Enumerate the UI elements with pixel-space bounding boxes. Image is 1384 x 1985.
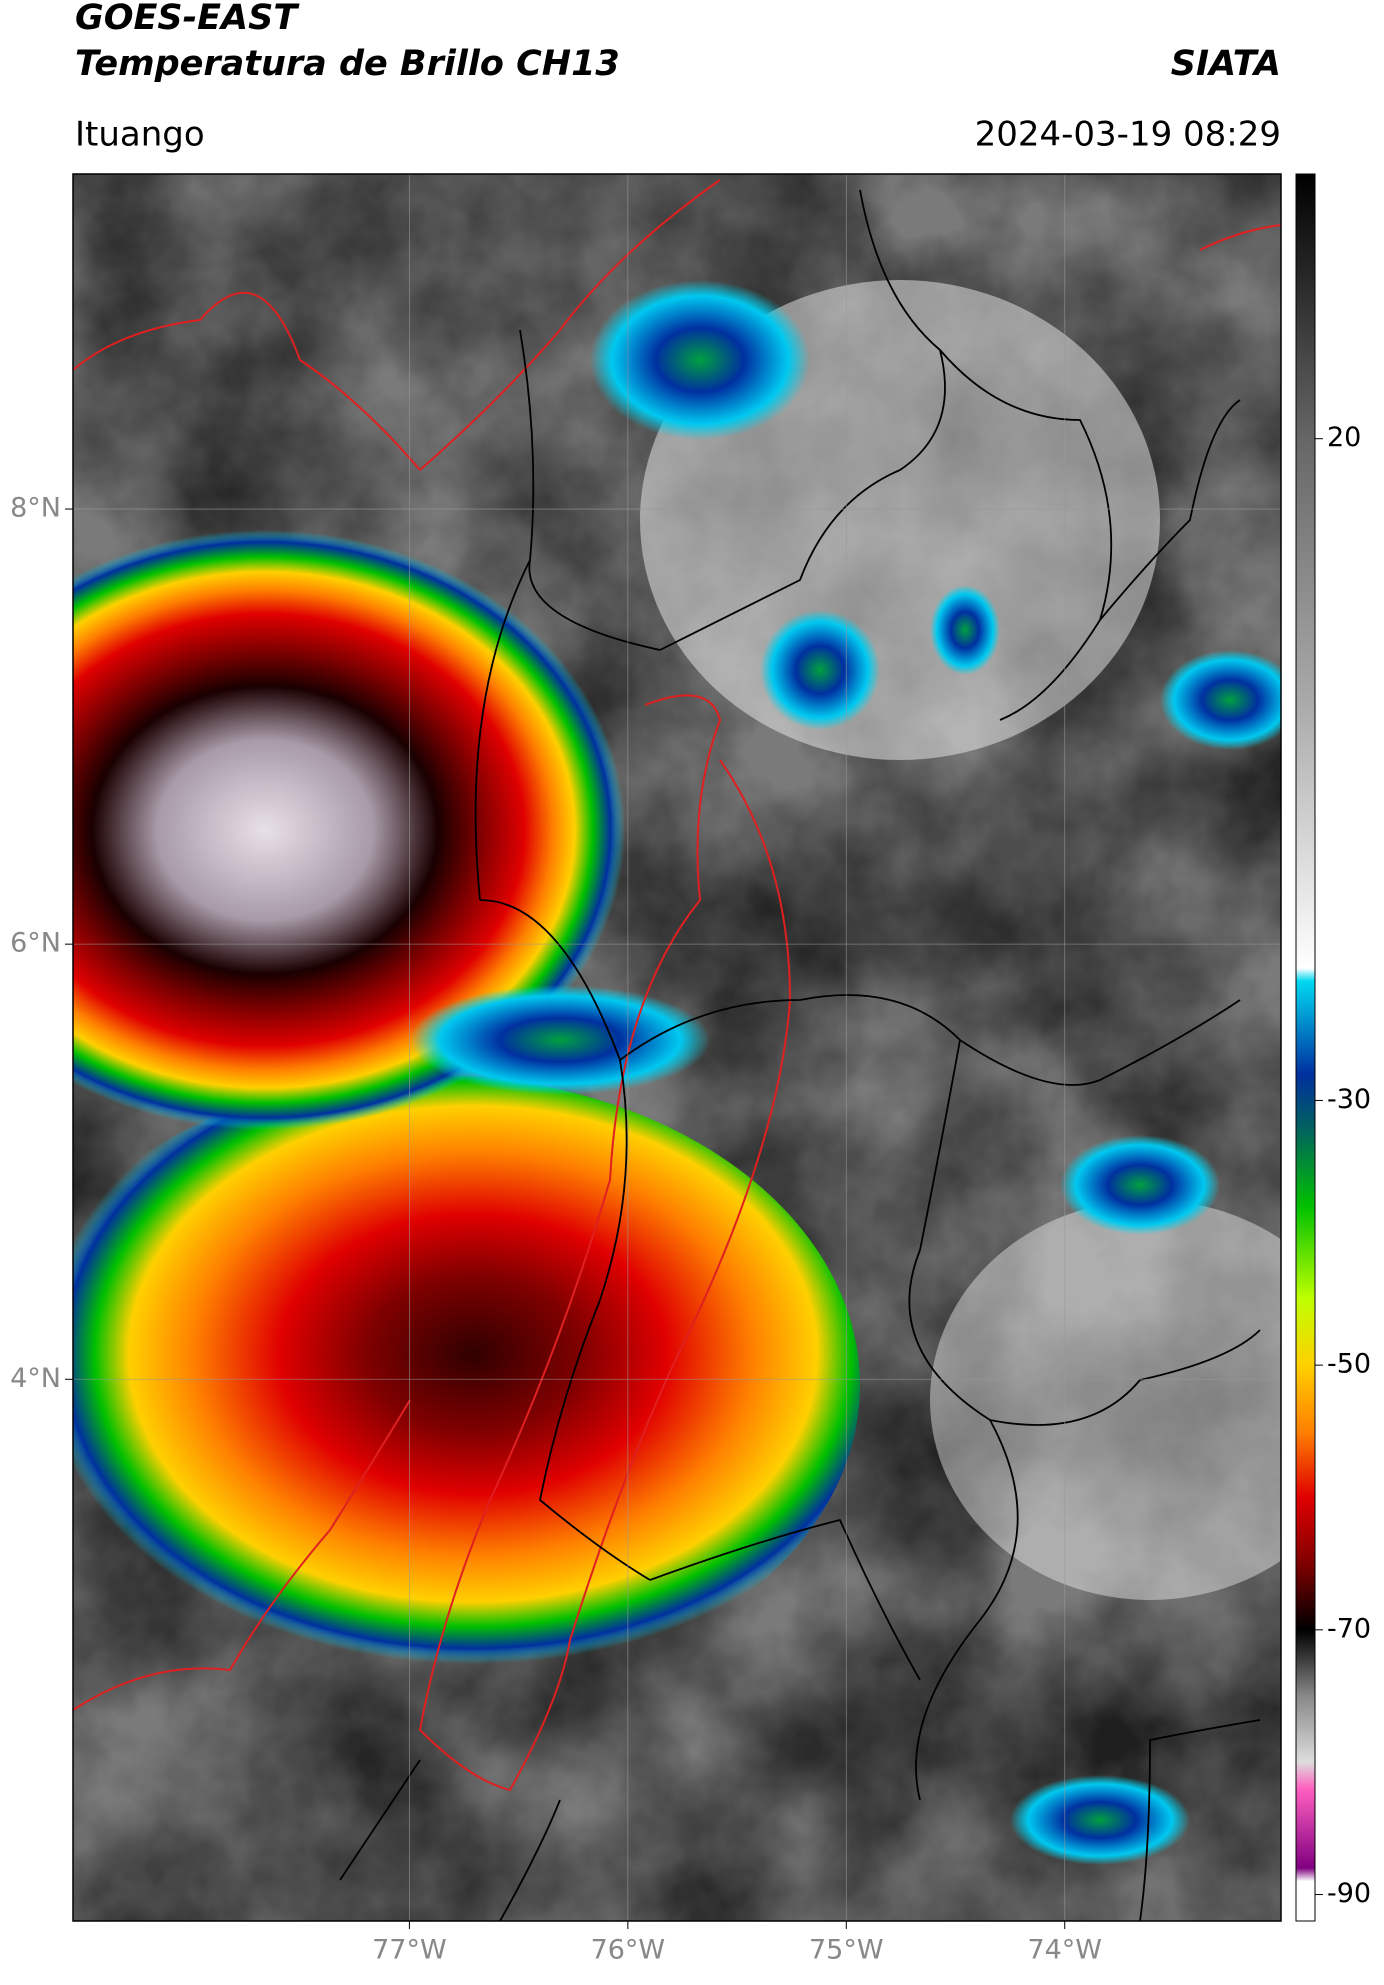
cell [760,610,880,730]
colorbar-tick-label: -70 [1327,1613,1371,1644]
x-tick-label: 76°W [591,1935,666,1966]
satellite-image [73,174,1281,1921]
institution: SIATA [1171,44,1281,84]
cell [930,585,1000,675]
department-boundary [73,224,1281,1792]
cell [1060,1135,1220,1235]
y-tick-label: 6°N [10,928,61,959]
department-boundary [339,189,1261,1921]
cloud [930,1200,1281,1600]
colorbar-tick-label: 20 [1327,422,1361,453]
colorbar-tick-label: -90 [1327,1878,1371,1909]
cell [1160,650,1281,750]
x-tick-label: 75°W [809,1935,884,1966]
grid [73,174,1281,1921]
cell [1010,1775,1190,1865]
location: Ituango [75,115,205,155]
product-title: Temperatura de Brillo CH13 [75,44,620,84]
x-tick-label: 77°W [372,1935,447,1966]
cell [590,280,810,440]
colorbar [1295,173,1316,1922]
y-tick-label: 8°N [10,493,61,524]
storm-north [73,530,625,1130]
colorbar-tick-label: -50 [1327,1349,1371,1380]
x-tick-label: 74°W [1027,1935,1102,1966]
colorbar-tick-label: -30 [1327,1084,1371,1115]
storm-south [73,1075,860,1695]
datetime: 2024-03-19 08:29 [975,115,1281,155]
satellite-title: GOES-EAST [75,0,300,38]
coastline [73,179,721,471]
cell [410,985,710,1095]
plot-frame [72,173,1282,1922]
y-tick-label: 4°N [10,1363,61,1394]
